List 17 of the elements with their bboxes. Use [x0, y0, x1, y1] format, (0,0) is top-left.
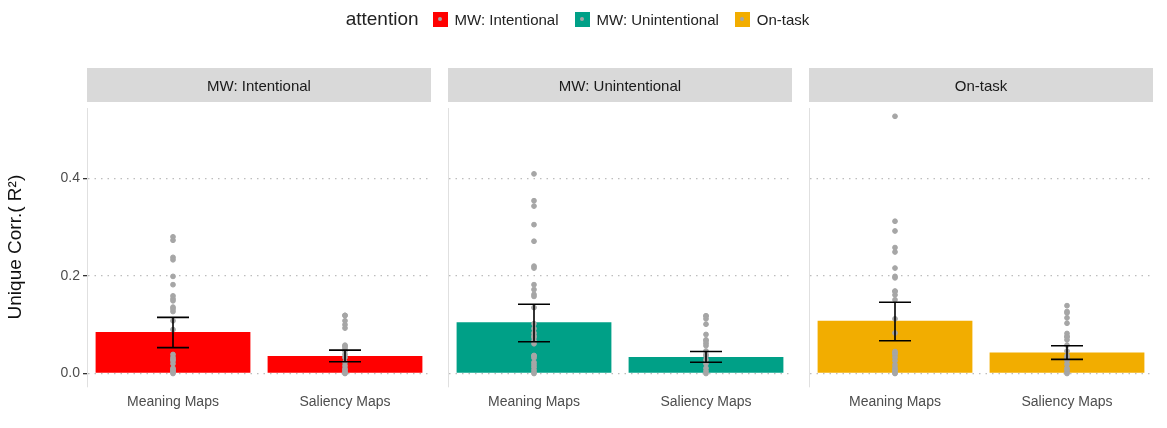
- chart-title: MW: Unintentional: [448, 68, 792, 102]
- x-tick-label: Saliency Maps: [1021, 393, 1113, 410]
- x-tick-label: Meaning Maps: [849, 393, 941, 410]
- legend-label: MW: Intentional: [454, 10, 559, 28]
- y-axis-title: Unique Corr.( R²): [3, 174, 25, 320]
- chart-title: MW: Intentional: [87, 68, 431, 102]
- legend-title: attention: [345, 8, 419, 30]
- y-tick-label: 0.2: [60, 266, 81, 283]
- x-tick-label: Saliency Maps: [299, 393, 391, 410]
- y-tick-label: 0.0: [60, 364, 81, 381]
- x-tick-label: Meaning Maps: [488, 393, 580, 410]
- y-tick-label: 0.4: [60, 169, 81, 186]
- legend-label: On-task: [756, 10, 810, 28]
- x-tick-label: Meaning Maps: [127, 393, 219, 410]
- x-tick-label: Saliency Maps: [660, 393, 752, 410]
- legend-label: MW: Unintentional: [596, 10, 719, 28]
- chart-title: On-task: [809, 68, 1153, 102]
